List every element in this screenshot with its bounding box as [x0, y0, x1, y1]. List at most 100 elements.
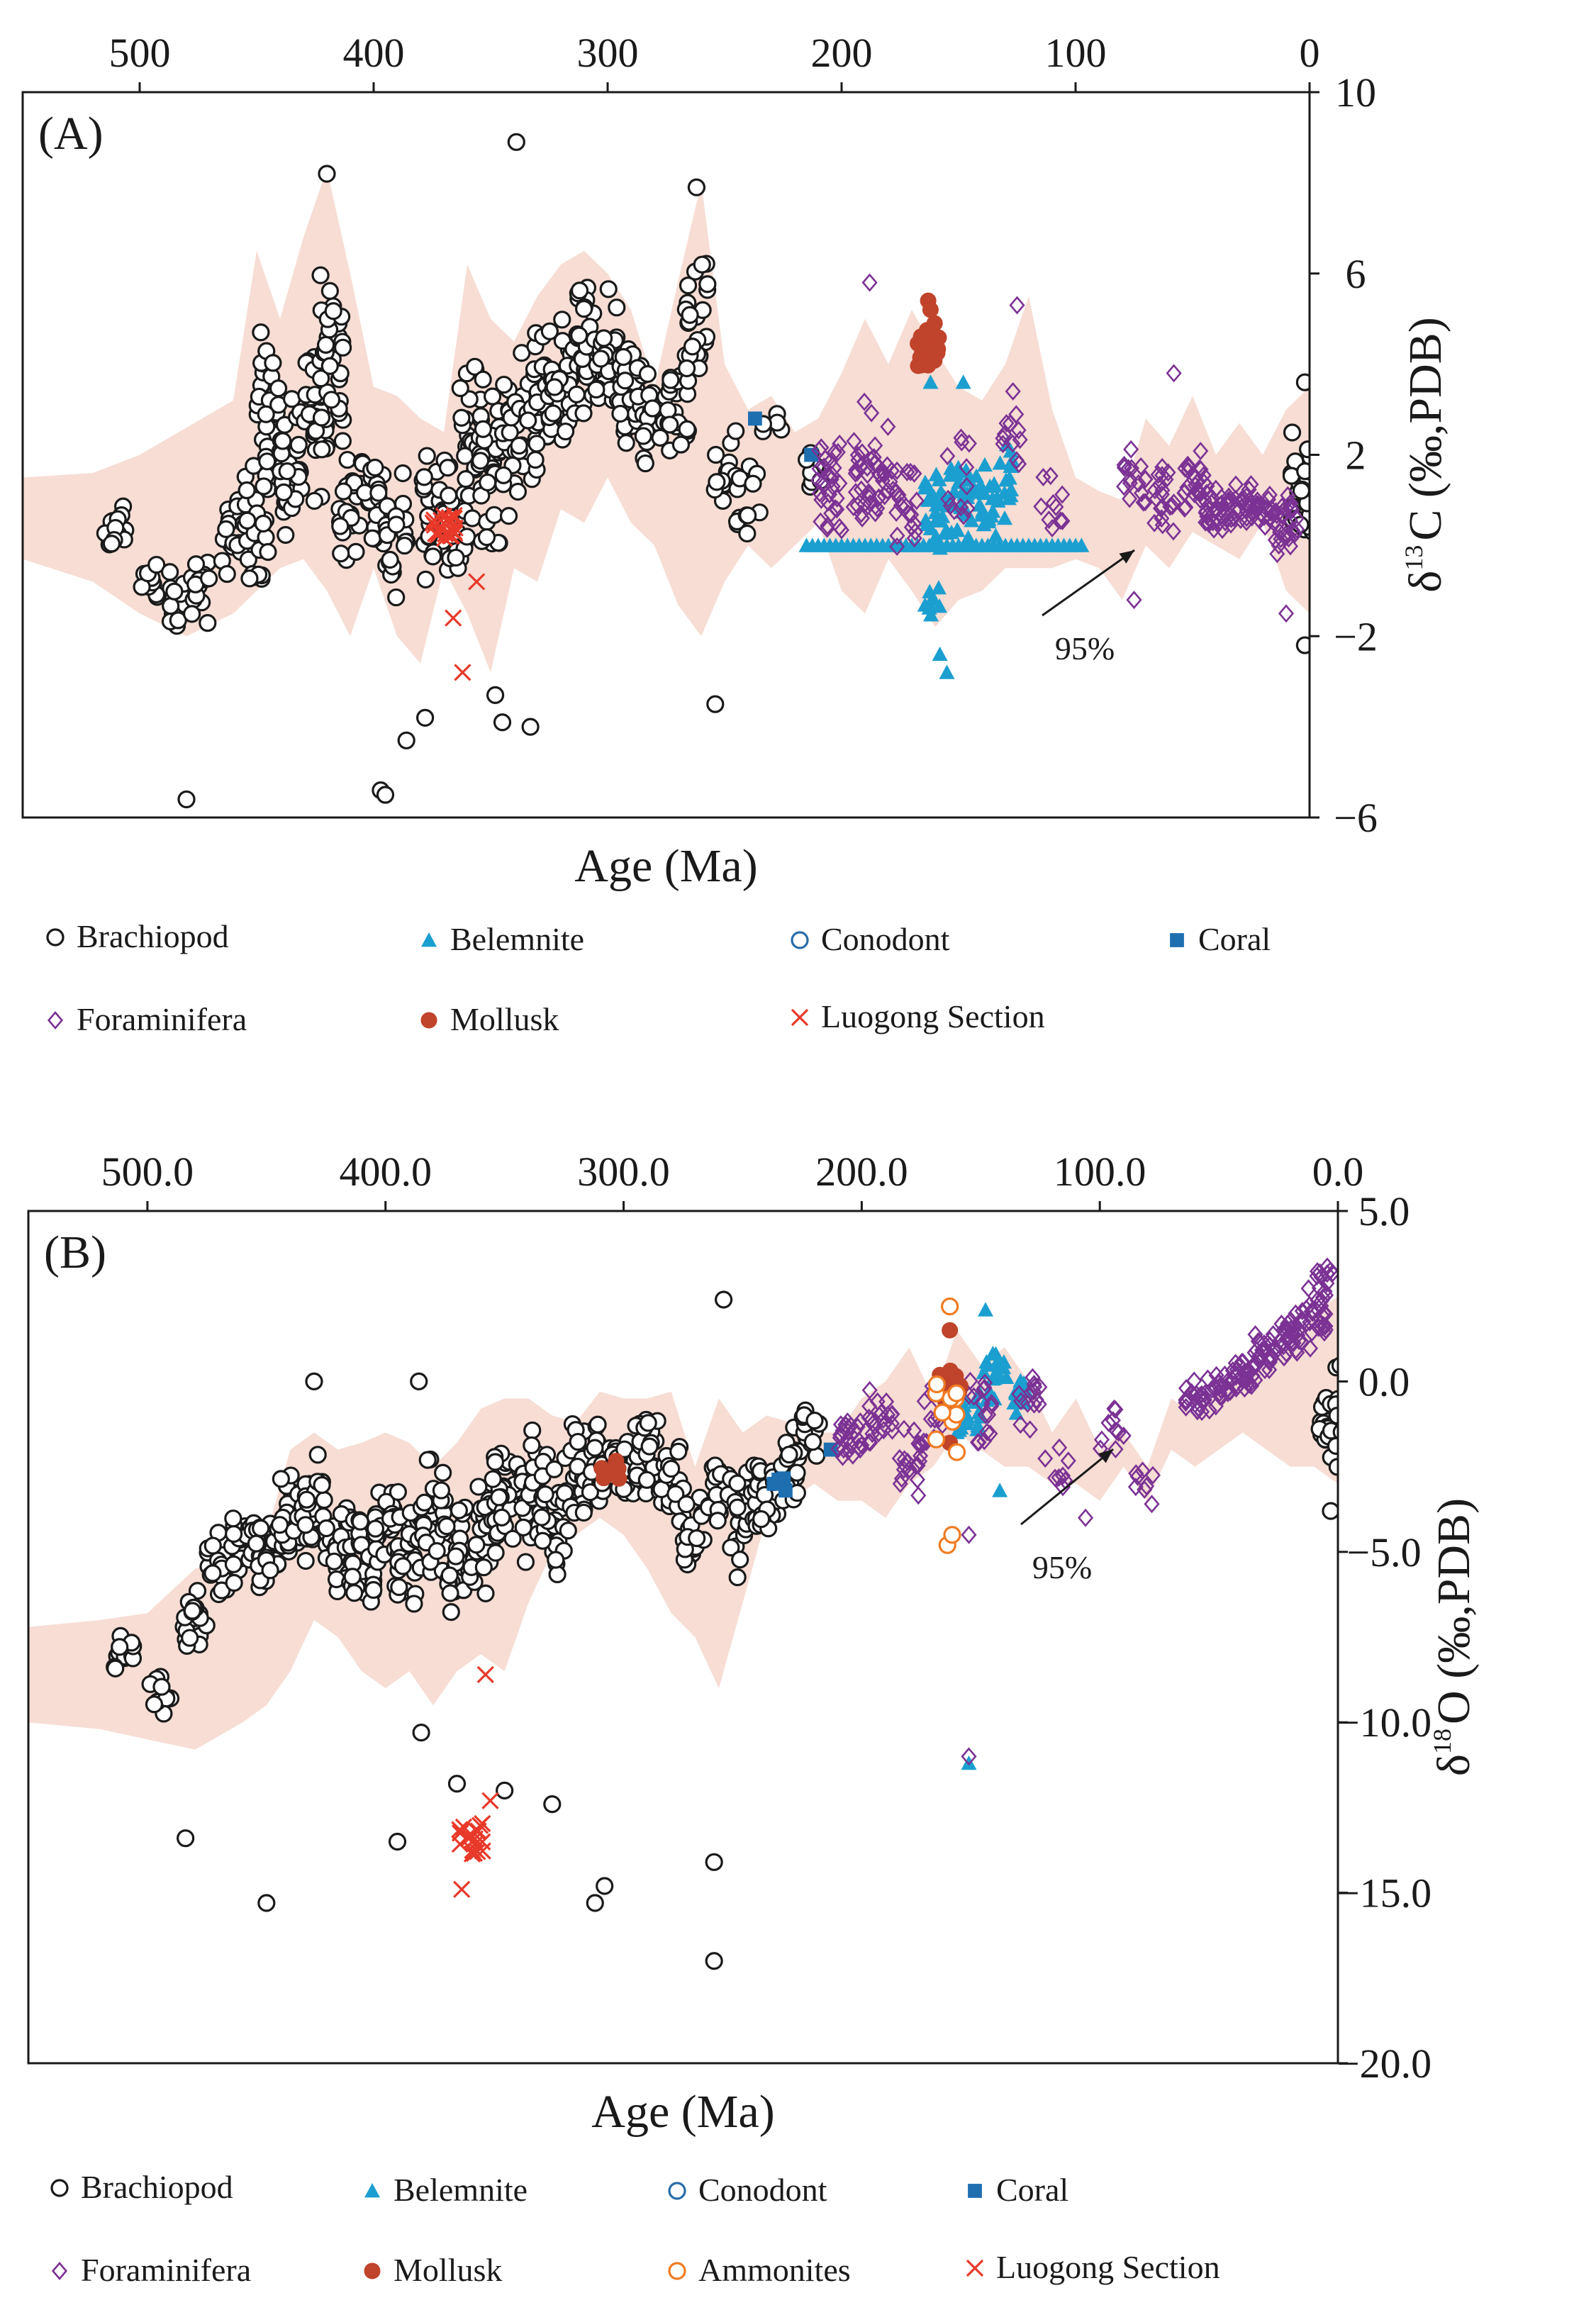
brachiopod-point: [347, 542, 365, 561]
brachiopod-point: [264, 354, 282, 372]
x-tick-label: 400: [343, 30, 405, 76]
foraminifera-point: [846, 432, 862, 451]
panel-label: (A): [38, 108, 104, 160]
brachiopod-point: [471, 452, 490, 470]
mollusk-point: [922, 301, 939, 318]
belemnite-point: [971, 497, 988, 512]
brachiopod-point: [614, 347, 632, 367]
y-axis-title-superscript: 13: [1400, 545, 1428, 571]
foraminifera-point: [1288, 509, 1305, 528]
foraminifera-point: [1273, 1315, 1290, 1334]
brachiopod-point: [575, 300, 593, 318]
brachiopod-point: [252, 323, 270, 342]
band-annotation-label: 95%: [1032, 1549, 1092, 1585]
foraminifera-point: [830, 1439, 847, 1458]
brachiopod-point: [671, 435, 691, 454]
legend-label-mollusk: Mollusk: [450, 1001, 559, 1037]
luogong-section-point: [476, 1665, 494, 1684]
brachiopod-point: [1295, 636, 1310, 654]
foraminifera-point: [1201, 1401, 1217, 1420]
brachiopod-point: [485, 506, 503, 524]
brachiopod-point: [683, 337, 702, 356]
belemnite-point: [932, 646, 948, 662]
brachiopod-point: [608, 298, 626, 317]
foraminifera-point: [983, 1397, 1000, 1416]
belemnite-point: [970, 1417, 986, 1433]
brachiopod-point: [162, 597, 180, 615]
belemnite-point: [926, 489, 942, 505]
foraminifera-point: [996, 425, 1012, 444]
foraminifera-point: [1227, 1375, 1243, 1395]
brachiopod-point: [490, 1488, 508, 1507]
brachiopod-point: [183, 605, 201, 623]
legend-label-belemnite: Belemnite: [394, 2172, 528, 2208]
foraminifera-point: [1146, 513, 1163, 532]
brachiopod-point: [679, 276, 698, 295]
brachiopod-point: [705, 1853, 723, 1871]
legend-marker-luogong-section: [791, 1008, 809, 1027]
brachiopod-point: [320, 357, 339, 375]
coral-point: [804, 447, 818, 462]
foraminifera-point: [879, 456, 895, 475]
brachiopod-point: [145, 1695, 164, 1714]
belemnite-point: [976, 516, 992, 532]
brachiopod-point: [418, 447, 436, 465]
brachiopod-point: [313, 440, 331, 459]
data-points: [96, 133, 1310, 809]
brachiopod-point: [516, 1553, 535, 1571]
foraminifera-point: [893, 496, 909, 515]
y-tick-label: −2: [1334, 613, 1378, 659]
brachiopod-point: [441, 1584, 459, 1602]
brachiopod-point: [312, 369, 330, 388]
brachiopod-point: [418, 1451, 437, 1469]
brachiopod-point: [387, 515, 406, 534]
brachiopod-point: [147, 555, 166, 574]
brachiopod-point: [325, 1552, 343, 1570]
foraminifera-point: [1199, 476, 1215, 496]
brachiopod-point: [102, 535, 121, 553]
belemnite-point: [976, 1364, 992, 1380]
ammonites-point: [943, 1526, 961, 1544]
foraminifera-point: [864, 403, 880, 423]
foraminifera-point: [819, 519, 835, 538]
brachiopod-point: [521, 718, 540, 736]
foraminifera-point: [1166, 364, 1182, 383]
band-annotation-arrowhead: [1119, 550, 1134, 564]
brachiopod-point: [474, 1558, 493, 1577]
brachiopod-point: [731, 1551, 749, 1569]
foraminifera-point: [815, 474, 831, 493]
luogong-section-point: [453, 1880, 471, 1898]
brachiopod-point: [387, 588, 406, 607]
foraminifera-point: [849, 496, 866, 515]
foraminifera-point: [1002, 414, 1018, 433]
foraminifera-point: [1180, 457, 1196, 476]
brachiopod-point: [177, 790, 196, 809]
foraminifera-point: [1055, 1478, 1071, 1497]
foraminifera-point: [869, 498, 886, 518]
brachiopod-point: [397, 731, 415, 749]
foraminifera-point: [1133, 457, 1149, 476]
brachiopod-point: [708, 473, 726, 491]
panel-a-carbon-isotope-chart: 500 400 300 200 100 0 10 6 2 −2 −6 (A) Age (Ma) δ13 C …: [21, 30, 1451, 892]
foraminifera-point: [826, 458, 842, 477]
foraminifera-point: [976, 1378, 993, 1397]
foraminifera-point: [1313, 1267, 1329, 1286]
brachiopod-point: [467, 1536, 486, 1554]
foraminifera-point: [1115, 1426, 1132, 1446]
foraminifera-point: [1247, 1325, 1263, 1344]
brachiopod-point: [165, 582, 184, 601]
brachiopod-point: [296, 1516, 315, 1534]
brachiopod-point: [486, 1453, 505, 1471]
brachiopod-point: [152, 1678, 171, 1696]
plot-frame: [27, 1210, 1339, 2065]
foraminifera-point: [1100, 1413, 1117, 1432]
foraminifera-point: [1116, 477, 1132, 496]
brachiopod-point: [501, 423, 519, 442]
brachiopod-point: [611, 404, 630, 423]
foraminifera-point: [835, 1440, 852, 1459]
brachiopod-point: [567, 385, 586, 403]
foraminifera-point: [889, 526, 905, 545]
brachiopod-point: [297, 1490, 316, 1509]
brachiopod-point: [508, 482, 528, 501]
foraminifera-point: [1200, 1369, 1216, 1388]
